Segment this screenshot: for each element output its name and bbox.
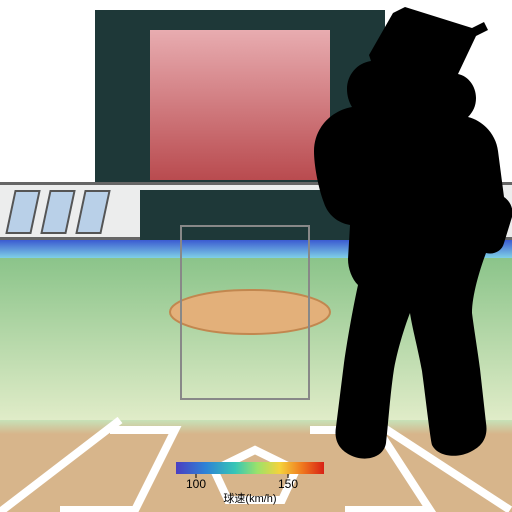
speed-legend: 100 150 球速(km/h) (0, 0, 512, 512)
legend-caption: 球速(km/h) (223, 491, 276, 505)
pitch-location-diagram: 100 150 球速(km/h) (0, 0, 512, 512)
legend-tick-label: 150 (278, 477, 298, 491)
legend-tick-label: 100 (186, 477, 206, 491)
